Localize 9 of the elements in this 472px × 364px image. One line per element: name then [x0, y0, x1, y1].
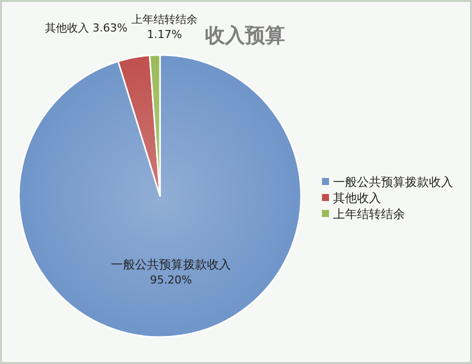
legend-label: 上年结转结余 — [333, 207, 405, 221]
data-label: 95.20% — [150, 273, 192, 286]
legend-label: 一般公共预算拨款收入 — [333, 175, 453, 189]
slice-label: 上年结转结余 — [131, 13, 198, 26]
slice-label: 一般公共预算拨款收入 — [111, 257, 232, 272]
data-label: 1.17% — [146, 28, 182, 42]
legend-label: 其他收入 — [333, 191, 381, 205]
text: 收入预算 — [205, 23, 285, 47]
category-label: 其他收入 3.63% — [45, 22, 128, 35]
